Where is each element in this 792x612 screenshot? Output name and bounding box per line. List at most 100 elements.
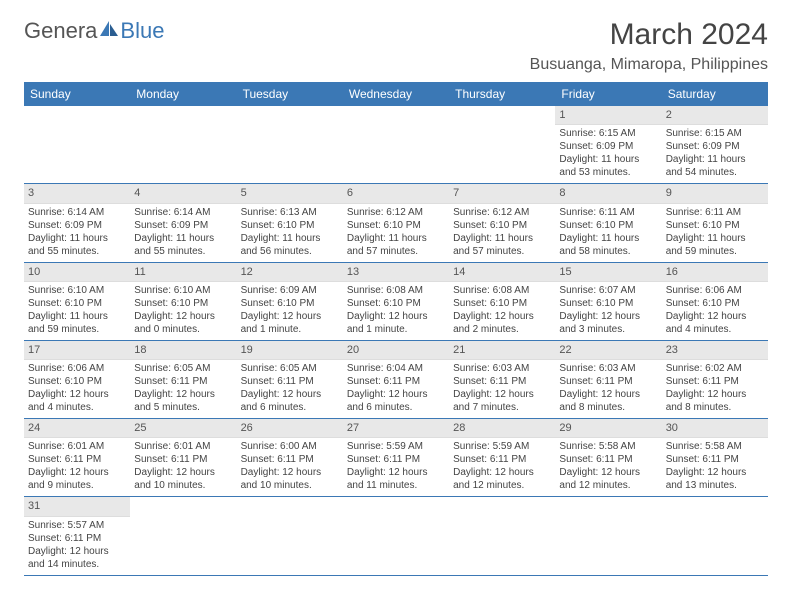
day-number: 14: [449, 263, 555, 282]
day-body: Sunrise: 6:04 AMSunset: 6:11 PMDaylight:…: [343, 360, 449, 418]
daylight-text: Daylight: 11 hours and 55 minutes.: [28, 232, 126, 258]
sunset-text: Sunset: 6:11 PM: [28, 532, 126, 545]
title-block: March 2024 Busuanga, Mimaropa, Philippin…: [530, 18, 768, 74]
day-cell: 14Sunrise: 6:08 AMSunset: 6:10 PMDayligh…: [449, 263, 555, 340]
day-number: 19: [237, 341, 343, 360]
daylight-text: Daylight: 12 hours and 1 minute.: [347, 310, 445, 336]
sunrise-text: Sunrise: 6:03 AM: [559, 362, 657, 375]
day-body: Sunrise: 6:06 AMSunset: 6:10 PMDaylight:…: [662, 282, 768, 340]
sunrise-text: Sunrise: 6:11 AM: [666, 206, 764, 219]
day-number: 30: [662, 419, 768, 438]
day-cell: 5Sunrise: 6:13 AMSunset: 6:10 PMDaylight…: [237, 184, 343, 261]
sunrise-text: Sunrise: 5:57 AM: [28, 519, 126, 532]
sunrise-text: Sunrise: 6:11 AM: [559, 206, 657, 219]
day-body: Sunrise: 6:12 AMSunset: 6:10 PMDaylight:…: [449, 204, 555, 262]
day-body: Sunrise: 5:58 AMSunset: 6:11 PMDaylight:…: [555, 438, 661, 496]
sunset-text: Sunset: 6:10 PM: [559, 297, 657, 310]
sunrise-text: Sunrise: 6:05 AM: [241, 362, 339, 375]
day-cell: .: [237, 106, 343, 183]
sunset-text: Sunset: 6:10 PM: [28, 297, 126, 310]
sunset-text: Sunset: 6:11 PM: [453, 375, 551, 388]
sunset-text: Sunset: 6:11 PM: [241, 375, 339, 388]
day-number: 31: [24, 497, 130, 516]
day-body: Sunrise: 6:00 AMSunset: 6:11 PMDaylight:…: [237, 438, 343, 496]
day-cell: .: [343, 497, 449, 574]
day-cell: .: [449, 106, 555, 183]
day-cell: 15Sunrise: 6:07 AMSunset: 6:10 PMDayligh…: [555, 263, 661, 340]
day-body: Sunrise: 5:59 AMSunset: 6:11 PMDaylight:…: [343, 438, 449, 496]
day-cell: 19 Sunrise: 6:05 AMSunset: 6:11 PMDayligh…: [237, 341, 343, 418]
daylight-text: Daylight: 12 hours and 5 minutes.: [134, 388, 232, 414]
sunset-text: Sunset: 6:09 PM: [134, 219, 232, 232]
day-cell: 12Sunrise: 6:09 AMSunset: 6:10 PMDayligh…: [237, 263, 343, 340]
day-body: Sunrise: 6:10 AMSunset: 6:10 PMDaylight:…: [130, 282, 236, 340]
day-number: 5: [237, 184, 343, 203]
sunrise-text: Sunrise: 6:07 AM: [559, 284, 657, 297]
sunset-text: Sunset: 6:11 PM: [666, 453, 764, 466]
day-cell: 29Sunrise: 5:58 AMSunset: 6:11 PMDayligh…: [555, 419, 661, 496]
sunrise-text: Sunrise: 6:00 AM: [241, 440, 339, 453]
day-cell: 24Sunrise: 6:01 AMSunset: 6:11 PMDayligh…: [24, 419, 130, 496]
day-number: 25: [130, 419, 236, 438]
daylight-text: Daylight: 11 hours and 54 minutes.: [666, 153, 764, 179]
sunset-text: Sunset: 6:09 PM: [28, 219, 126, 232]
week-row: 24Sunrise: 6:01 AMSunset: 6:11 PMDayligh…: [24, 419, 768, 497]
month-title: March 2024: [530, 18, 768, 52]
day-body: Sunrise: 6:03 AMSunset: 6:11 PMDaylight:…: [555, 360, 661, 418]
day-number: 6: [343, 184, 449, 203]
day-body: Sunrise: 6:08 AMSunset: 6:10 PMDaylight:…: [343, 282, 449, 340]
daylight-text: Daylight: 12 hours and 8 minutes.: [666, 388, 764, 414]
daylight-text: Daylight: 11 hours and 56 minutes.: [241, 232, 339, 258]
day-cell: .: [555, 497, 661, 574]
day-number: 7: [449, 184, 555, 203]
day-number: 21: [449, 341, 555, 360]
day-body: Sunrise: 6:09 AMSunset: 6:10 PMDaylight:…: [237, 282, 343, 340]
day-number: 2: [662, 106, 768, 125]
sunrise-text: Sunrise: 6:08 AM: [453, 284, 551, 297]
sunrise-text: Sunrise: 6:05 AM: [134, 362, 232, 375]
weeks-container: .....1Sunrise: 6:15 AMSunset: 6:09 PMDay…: [24, 106, 768, 576]
day-number: 9: [662, 184, 768, 203]
daylight-text: Daylight: 11 hours and 59 minutes.: [28, 310, 126, 336]
day-body: Sunrise: 6:05 AMSunset: 6:11 PMDaylight:…: [130, 360, 236, 418]
sunrise-text: Sunrise: 6:04 AM: [347, 362, 445, 375]
sunset-text: Sunset: 6:11 PM: [241, 453, 339, 466]
day-number: 3: [24, 184, 130, 203]
day-cell: 4Sunrise: 6:14 AMSunset: 6:09 PMDaylight…: [130, 184, 236, 261]
daylight-text: Daylight: 12 hours and 7 minutes.: [453, 388, 551, 414]
day-cell: .: [130, 106, 236, 183]
sunrise-text: Sunrise: 6:12 AM: [347, 206, 445, 219]
day-cell: .: [237, 497, 343, 574]
day-cell: 23Sunrise: 6:02 AMSunset: 6:11 PMDayligh…: [662, 341, 768, 418]
day-body: Sunrise: 6:14 AMSunset: 6:09 PMDaylight:…: [24, 204, 130, 262]
location: Busuanga, Mimaropa, Philippines: [530, 56, 768, 74]
day-number: 8: [555, 184, 661, 203]
day-number: 23: [662, 341, 768, 360]
day-cell: 8Sunrise: 6:11 AMSunset: 6:10 PMDaylight…: [555, 184, 661, 261]
sunrise-text: Sunrise: 6:15 AM: [666, 127, 764, 140]
day-cell: 11Sunrise: 6:10 AMSunset: 6:10 PMDayligh…: [130, 263, 236, 340]
day-number: 12: [237, 263, 343, 282]
day-number: 15: [555, 263, 661, 282]
day-body: Sunrise: 6:15 AMSunset: 6:09 PMDaylight:…: [555, 125, 661, 183]
daylight-text: Daylight: 12 hours and 12 minutes.: [453, 466, 551, 492]
daylight-text: Daylight: 12 hours and 6 minutes.: [241, 388, 339, 414]
sunset-text: Sunset: 6:10 PM: [453, 219, 551, 232]
sunset-text: Sunset: 6:10 PM: [241, 219, 339, 232]
weekday-header: Wednesday: [343, 82, 449, 106]
day-number: 13: [343, 263, 449, 282]
day-cell: 28Sunrise: 5:59 AMSunset: 6:11 PMDayligh…: [449, 419, 555, 496]
daylight-text: Daylight: 12 hours and 13 minutes.: [666, 466, 764, 492]
sunset-text: Sunset: 6:10 PM: [666, 297, 764, 310]
daylight-text: Daylight: 12 hours and 11 minutes.: [347, 466, 445, 492]
day-body: Sunrise: 6:08 AMSunset: 6:10 PMDaylight:…: [449, 282, 555, 340]
day-cell: 1Sunrise: 6:15 AMSunset: 6:09 PMDaylight…: [555, 106, 661, 183]
sunset-text: Sunset: 6:11 PM: [559, 453, 657, 466]
day-cell: 26Sunrise: 6:00 AMSunset: 6:11 PMDayligh…: [237, 419, 343, 496]
sunset-text: Sunset: 6:11 PM: [453, 453, 551, 466]
day-cell: .: [449, 497, 555, 574]
day-body: Sunrise: 6:11 AMSunset: 6:10 PMDaylight:…: [555, 204, 661, 262]
logo: GeneraBlue: [24, 18, 164, 44]
sunset-text: Sunset: 6:10 PM: [28, 375, 126, 388]
daylight-text: Daylight: 11 hours and 53 minutes.: [559, 153, 657, 179]
